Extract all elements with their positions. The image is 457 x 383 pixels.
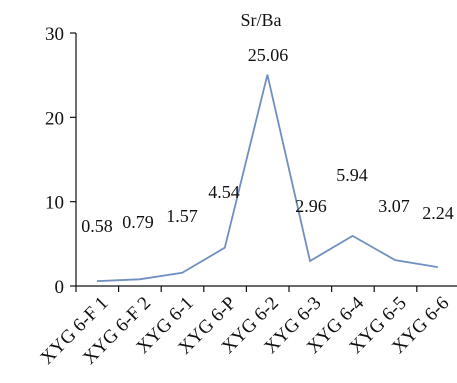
series-line [96, 74, 438, 282]
x-axis-ticks [75, 286, 418, 292]
y-tick-label-0: 0 [55, 277, 65, 298]
data-label-2: 1.57 [166, 206, 198, 226]
data-label-6: 5.94 [336, 165, 368, 185]
chart-title: Sr/Ba [240, 10, 281, 30]
data-label-3: 4.54 [208, 182, 240, 202]
y-tick-label-2: 20 [45, 108, 64, 129]
data-label-4: 25.06 [248, 45, 289, 65]
data-label-7: 3.07 [378, 196, 410, 216]
data-labels: 0.58 0.79 1.57 4.54 25.06 2.96 5.94 3.07 2.24 [81, 45, 454, 236]
y-axis-ticks: 0 10 20 30 [45, 24, 76, 298]
data-label-5: 2.96 [295, 196, 327, 216]
data-label-0: 0.58 [81, 216, 113, 236]
y-tick-label-3: 30 [45, 24, 64, 45]
y-tick-label-1: 10 [45, 193, 64, 214]
data-label-1: 0.79 [122, 212, 154, 232]
data-label-8: 2.24 [422, 203, 454, 223]
